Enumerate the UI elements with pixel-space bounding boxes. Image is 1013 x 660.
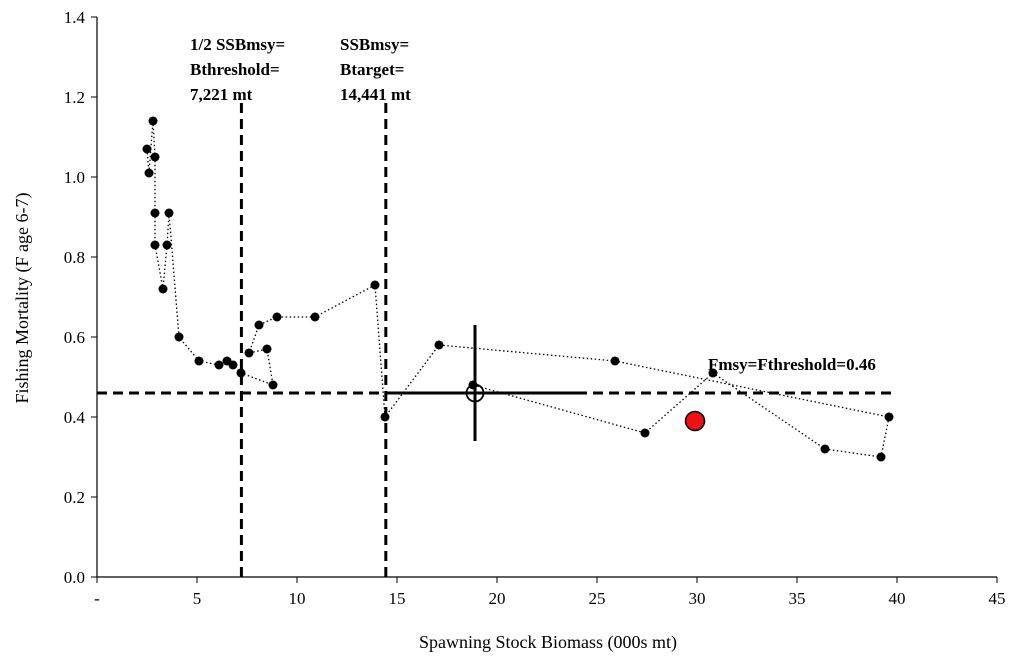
x-tick-label: 25	[589, 589, 606, 608]
y-tick-label: 1.4	[64, 8, 86, 27]
data-point	[272, 312, 282, 322]
plot-area	[146, 120, 890, 458]
btarget-label-line: Btarget=	[340, 60, 404, 79]
x-axis-title: Spawning Stock Biomass (000s mt)	[419, 632, 677, 653]
data-point	[876, 452, 886, 462]
y-tick-label: 1.2	[64, 88, 85, 107]
data-point	[310, 312, 320, 322]
data-point	[174, 332, 184, 342]
x-tick-label: 40	[889, 589, 906, 608]
y-tick-label: 0.8	[64, 248, 85, 267]
data-point	[236, 368, 246, 378]
data-point	[262, 344, 272, 354]
x-tick-label: 20	[489, 589, 506, 608]
data-point	[164, 208, 174, 218]
btarget-label-line: SSBmsy=	[340, 35, 409, 54]
axes: - 5 10 15 20 25 30 35 40 45 0.0 0.2 0.4 0.6 0.8 1.0 1.2 1…	[64, 8, 1006, 608]
data-point	[150, 152, 160, 162]
data-point	[144, 168, 154, 178]
x-tick-label: 10	[289, 589, 306, 608]
y-tick-label: 0.4	[64, 408, 86, 427]
bthreshold-label-line: Bthreshold=	[190, 60, 280, 79]
data-point	[254, 320, 264, 330]
bthreshold-label-line: 1/2 SSBmsy=	[190, 35, 285, 54]
data-point	[370, 280, 380, 290]
trajectory-line	[146, 120, 890, 458]
x-tick-label: -	[94, 589, 100, 608]
fmsy-label: Fmsy=Fthreshold=0.46	[708, 355, 876, 374]
data-point	[150, 208, 160, 218]
x-tick-label: 15	[389, 589, 406, 608]
y-axis-title: Fishing Mortality (F age 6-7)	[12, 193, 33, 404]
data-point	[640, 428, 650, 438]
x-tick-label: 45	[989, 589, 1006, 608]
terminal-estimate-marker	[465, 383, 485, 403]
data-point	[820, 444, 830, 454]
x-tick-label: 35	[789, 589, 806, 608]
x-tick-label: 30	[689, 589, 706, 608]
annotations: Fmsy=Fthreshold=0.46 1/2 SSBmsy= Bthreshol…	[97, 35, 897, 577]
y-tick-label: 0.6	[64, 328, 85, 347]
data-points	[142, 116, 894, 462]
data-point	[228, 360, 238, 370]
data-point	[142, 144, 152, 154]
adjusted-estimate-point	[684, 410, 706, 432]
data-point	[214, 360, 224, 370]
data-point	[244, 348, 254, 358]
data-point	[158, 284, 168, 294]
data-point	[708, 368, 718, 378]
data-point	[884, 412, 894, 422]
y-tick-label: 1.0	[64, 168, 85, 187]
data-point	[610, 356, 620, 366]
y-tick-label: 0.2	[64, 488, 85, 507]
data-point	[150, 240, 160, 250]
data-point	[148, 116, 158, 126]
btarget-label-line: 14,441 mt	[340, 85, 411, 104]
data-point	[162, 240, 172, 250]
data-point	[380, 412, 390, 422]
bthreshold-label-line: 7,221 mt	[190, 85, 253, 104]
x-tick-label: 5	[193, 589, 202, 608]
data-point	[268, 380, 278, 390]
y-tick-label: 0.0	[64, 568, 85, 587]
data-point	[434, 340, 444, 350]
data-point	[194, 356, 204, 366]
